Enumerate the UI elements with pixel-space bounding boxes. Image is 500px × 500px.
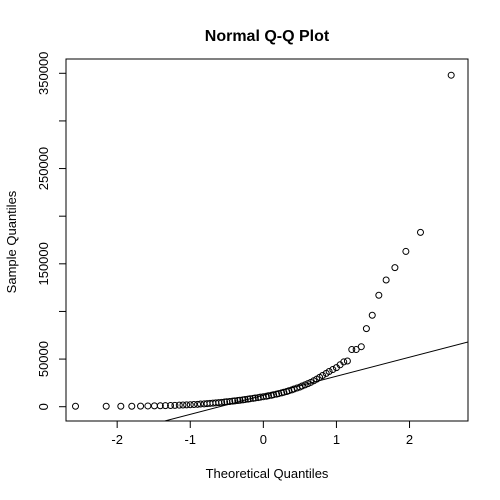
data-point: [128, 402, 136, 410]
data-point: [270, 391, 278, 399]
data-point: [102, 402, 110, 410]
y-axis: 0 50000 150000 250000 350000: [36, 52, 67, 410]
y-tick-label: 0: [36, 403, 51, 410]
data-point: [137, 402, 145, 410]
data-point: [236, 396, 244, 404]
data-point: [251, 394, 259, 402]
data-point: [175, 401, 183, 409]
data-point: [352, 346, 360, 354]
data-point: [231, 397, 239, 405]
data-point: [362, 325, 370, 333]
x-tick-label: -2: [111, 432, 123, 447]
data-point: [72, 402, 80, 410]
data-point: [226, 397, 234, 405]
data-point: [161, 402, 169, 410]
x-tick-label: 1: [333, 432, 340, 447]
data-point: [150, 402, 158, 410]
data-point: [190, 401, 198, 409]
data-point: [319, 371, 327, 379]
reference-line: [162, 341, 468, 421]
data-point: [325, 367, 333, 375]
x-tick-label: 0: [260, 432, 267, 447]
x-axis: -2 -1 0 1 2: [111, 420, 413, 447]
data-point: [194, 400, 202, 408]
data-point: [186, 401, 194, 409]
data-point: [402, 247, 410, 255]
data-point: [196, 400, 204, 408]
data-point: [241, 395, 249, 403]
data-point: [218, 398, 226, 406]
data-point: [167, 401, 175, 409]
data-point: [259, 393, 267, 401]
data-point: [329, 366, 337, 374]
data-point: [343, 357, 351, 365]
data-point: [391, 264, 399, 272]
x-tick-label: -1: [184, 432, 196, 447]
data-point: [357, 343, 365, 351]
x-tick-label: 2: [406, 432, 413, 447]
data-point: [280, 388, 288, 396]
y-tick-label: 350000: [36, 52, 51, 95]
data-point: [144, 402, 152, 410]
data-point: [183, 401, 191, 409]
data-point: [171, 401, 179, 409]
y-axis-label: Sample Quantiles: [4, 190, 19, 293]
points: [72, 71, 455, 410]
data-point: [447, 71, 455, 79]
data-point: [275, 390, 283, 398]
y-tick-label: 250000: [36, 147, 51, 190]
data-point: [246, 395, 254, 403]
plot-frame: [65, 58, 469, 422]
data-point: [179, 401, 187, 409]
data-point: [368, 311, 376, 319]
y-tick-label: 150000: [36, 242, 51, 285]
y-tick-label: 50000: [36, 341, 51, 377]
data-point: [382, 276, 390, 284]
data-point: [264, 392, 272, 400]
x-axis-label: Theoretical Quantiles: [206, 466, 329, 481]
data-point: [416, 228, 424, 236]
data-point: [375, 291, 383, 299]
plot-area: [72, 71, 468, 421]
data-point: [348, 346, 356, 354]
chart-title: Normal Q-Q Plot: [205, 28, 330, 45]
data-point: [156, 402, 164, 410]
data-point: [340, 358, 348, 366]
data-point: [117, 402, 125, 410]
